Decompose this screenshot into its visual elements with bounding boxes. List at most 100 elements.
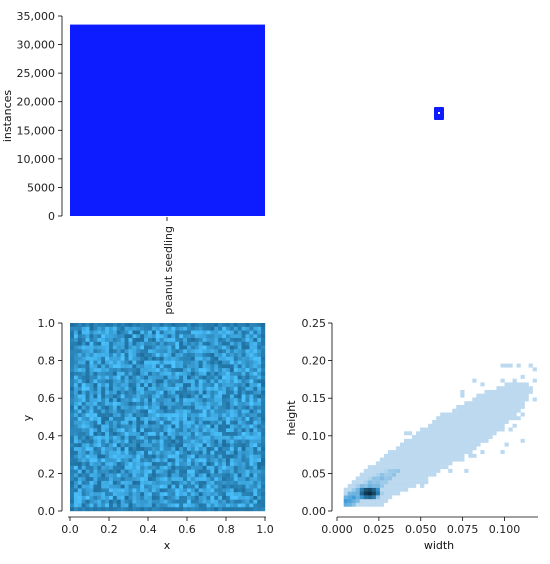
- wh-heatmap-cell: [375, 498, 381, 503]
- xy-heatmap-cell: [222, 349, 227, 354]
- xy-heatmap-cell: [257, 379, 262, 384]
- wh-heatmap-cell: [504, 412, 509, 417]
- wh-heatmap-cell: [404, 472, 409, 477]
- wh-heatmap-cell: [391, 487, 397, 492]
- xy-heatmap-cell: [241, 338, 246, 342]
- xy-heatmap-cell: [233, 368, 238, 373]
- xy-heatmap-cell: [112, 469, 117, 474]
- xy-heatmap-cell: [85, 375, 90, 380]
- wh-heatmap-cell: [504, 393, 509, 398]
- xy-heatmap-cell: [257, 439, 262, 444]
- wh-heatmap-cell: [480, 438, 485, 443]
- xy-heatmap-cell: [148, 488, 153, 493]
- xy-heatmap-cell: [253, 326, 258, 331]
- wh-heatmap-cell: [504, 416, 509, 421]
- xy-heatmap-cell: [194, 450, 199, 455]
- xy-heatmap-cell: [233, 356, 238, 361]
- xy-heatmap-cell: [179, 386, 184, 391]
- xy-heatmap-cell: [233, 364, 238, 369]
- xy-heatmap-cell: [73, 469, 78, 474]
- xy-heatmap-cell: [128, 507, 133, 512]
- xy-heatmap-cell: [229, 507, 234, 512]
- xy-heatmap-cell: [202, 488, 207, 493]
- xy-heatmap-cell: [206, 495, 211, 500]
- xy-heatmap-cell: [151, 341, 156, 346]
- xy-heatmap-cell: [132, 439, 137, 444]
- xy-heatmap-cell: [175, 488, 180, 493]
- wh-heatmap-cell: [440, 450, 445, 455]
- wh-heatmap-cell: [375, 491, 381, 496]
- xy-heatmap-cell: [85, 462, 90, 467]
- xy-heatmap-cell: [70, 413, 75, 418]
- xy-heatmap-cell: [249, 428, 254, 433]
- wh-heatmap-cell: [412, 480, 417, 485]
- xy-heatmap-cell: [97, 379, 102, 384]
- wh-heatmap-cell: [460, 450, 465, 455]
- xy-heatmap-cell: [109, 390, 114, 395]
- xy-heatmap-cell: [175, 413, 180, 418]
- xy-heatmap-cell: [148, 353, 153, 358]
- xy-heatmap-cell: [261, 499, 266, 504]
- xy-heatmap-cell: [179, 345, 184, 350]
- xy-heatmap-cell: [249, 323, 254, 327]
- xy-heatmap-cell: [163, 345, 168, 350]
- xy-heatmap-cell: [112, 432, 117, 436]
- xy-heatmap-cell: [116, 432, 121, 436]
- xy-heatmap-cell: [77, 349, 82, 354]
- xy-heatmap-cell: [97, 349, 102, 354]
- xy-heatmap-cell: [73, 480, 78, 485]
- xy-heatmap-cell: [187, 499, 192, 504]
- xy-heatmap-cell: [128, 375, 133, 380]
- xy-heatmap-cell: [144, 484, 149, 489]
- xy-heatmap-cell: [163, 417, 168, 421]
- xy-heatmap-cell: [253, 435, 258, 440]
- wh-heatmap-cell: [460, 442, 465, 447]
- wh-heatmap-cell: [355, 495, 360, 500]
- xy-heatmap-cell: [136, 503, 141, 508]
- xy-heatmap-cell: [116, 383, 121, 388]
- wh-heatmap-cell: [387, 461, 393, 466]
- xy-heatmap-cell: [214, 330, 219, 335]
- xy-heatmap-cell: [101, 405, 106, 410]
- xy-heatmap-cell: [253, 360, 258, 365]
- xy-heatmap-cell: [198, 356, 203, 361]
- wh-heatmap-cell: [343, 487, 348, 492]
- xy-heatmap-cell: [261, 432, 266, 436]
- xy-heatmap-cell: [81, 394, 86, 399]
- wh-heatmap-cell: [492, 420, 497, 424]
- wh-y-tick-label: 0.15: [302, 392, 327, 405]
- xy-heatmap-cell: [249, 360, 254, 365]
- wh-heatmap-cell: [460, 389, 465, 394]
- xy-heatmap-cell: [136, 413, 141, 418]
- wh-heatmap-cell: [440, 465, 445, 470]
- xy-heatmap-cell: [89, 432, 94, 436]
- wh-heatmap-cell: [379, 502, 385, 507]
- wh-heatmap-cell: [524, 389, 529, 394]
- xy-heatmap-cell: [112, 477, 117, 482]
- xy-heatmap-cell: [77, 435, 82, 440]
- xy-heatmap-cell: [136, 353, 141, 358]
- wh-heatmap-cell: [508, 416, 513, 421]
- xy-heatmap-cell: [116, 386, 121, 391]
- xy-heatmap-cell: [109, 424, 114, 429]
- xy-heatmap-cell: [77, 323, 82, 327]
- xy-heatmap-cell: [218, 473, 223, 478]
- wh-heatmap-cell: [516, 408, 521, 413]
- xy-heatmap-cell: [120, 379, 125, 384]
- xy-heatmap-cell: [202, 375, 207, 380]
- xy-heatmap-cell: [226, 326, 231, 331]
- xy-heatmap-cell: [171, 413, 176, 418]
- xy-heatmap-panel: 0.0 0.2 0.4 0.6 0.8 1.0 0.00.20.40.60.81.0 x …: [21, 317, 274, 552]
- wh-heatmap-cell: [363, 483, 369, 488]
- xy-heatmap-cell: [70, 334, 75, 339]
- xy-heatmap-cell: [151, 435, 156, 440]
- xy-heatmap-cell: [81, 428, 86, 433]
- xy-heatmap-cell: [253, 447, 258, 452]
- xy-heatmap-cell: [202, 356, 207, 361]
- xy-heatmap-cell: [159, 462, 164, 467]
- xy-heatmap-cell: [202, 353, 207, 358]
- xy-heatmap-cell: [93, 371, 98, 376]
- xy-heatmap-cell: [70, 424, 75, 429]
- xy-heatmap-cell: [132, 480, 137, 485]
- xy-heatmap-cell: [144, 394, 149, 399]
